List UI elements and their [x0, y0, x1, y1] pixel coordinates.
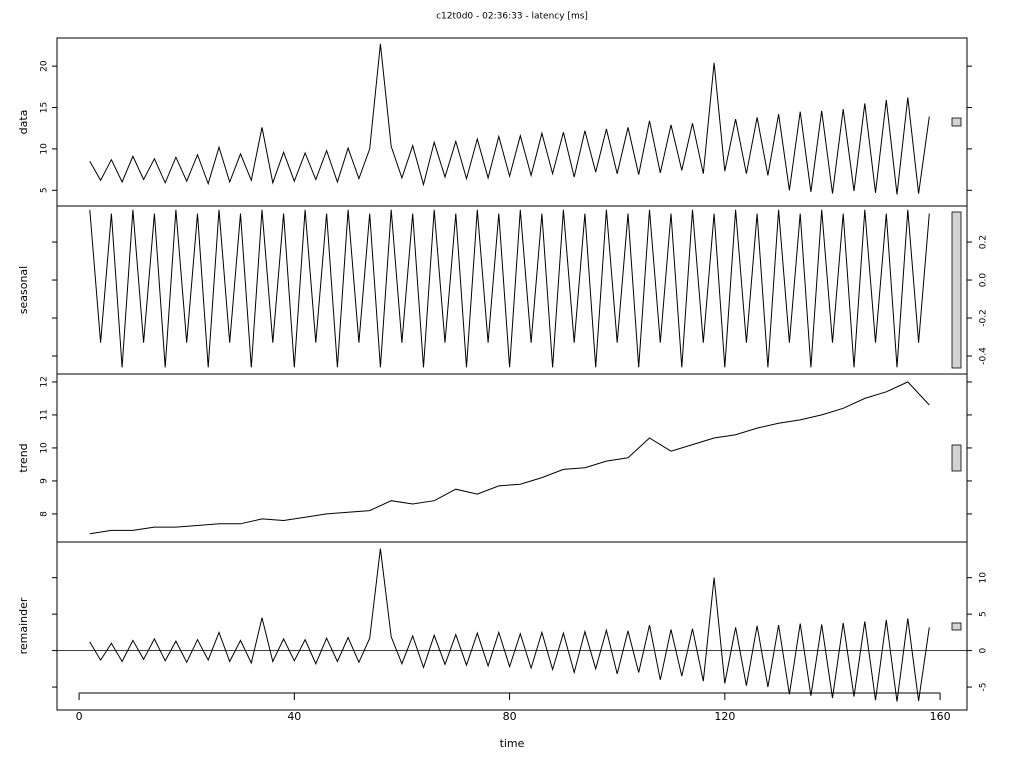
- x-axis-label: time: [500, 737, 525, 750]
- y-tick-label: -0.2: [979, 309, 989, 327]
- series-line: [89, 381, 930, 535]
- series-line: [89, 209, 930, 368]
- x-tick-label: 0: [76, 710, 83, 723]
- series-line: [89, 43, 930, 195]
- y-axis-label: trend: [17, 443, 30, 472]
- x-tick-label: 40: [287, 710, 301, 723]
- y-tick-label: 10: [40, 143, 50, 155]
- x-tick-label: 160: [930, 710, 951, 723]
- y-axis-label: data: [17, 110, 30, 135]
- range-bar: [951, 117, 962, 127]
- y-tick-label: 10: [40, 442, 50, 454]
- y-tick-label: 5: [979, 611, 989, 617]
- y-tick-label: 9: [40, 478, 50, 484]
- x-tick-label: 120: [714, 710, 735, 723]
- y-tick-label: 0.2: [979, 235, 989, 249]
- panel-frame: [56, 205, 968, 375]
- y-tick-label: 0: [979, 647, 989, 653]
- chart-title: c12t0d0 - 02:36:33 - latency [ms]: [436, 12, 588, 22]
- y-tick-label: 10: [979, 572, 989, 584]
- range-bar: [951, 444, 962, 472]
- y-axis-label: remainder: [17, 597, 30, 654]
- y-tick-label: 12: [40, 376, 50, 387]
- y-axis-label: seasonal: [17, 266, 30, 314]
- y-tick-label: 8: [40, 511, 50, 517]
- range-bar: [951, 622, 962, 631]
- y-tick-label: 0.0: [979, 273, 989, 288]
- panel-frame: [56, 373, 968, 543]
- y-tick-label: 15: [40, 102, 50, 113]
- y-tick-label: -5: [979, 683, 989, 692]
- y-tick-label: 20: [40, 60, 50, 72]
- y-tick-label: 5: [40, 187, 50, 193]
- y-tick-label: -0.4: [979, 347, 989, 365]
- y-tick-label: 11: [40, 409, 50, 420]
- series-line: [89, 548, 930, 702]
- x-tick-label: 80: [503, 710, 517, 723]
- panel-frame: [56, 541, 968, 711]
- range-bar: [951, 211, 962, 369]
